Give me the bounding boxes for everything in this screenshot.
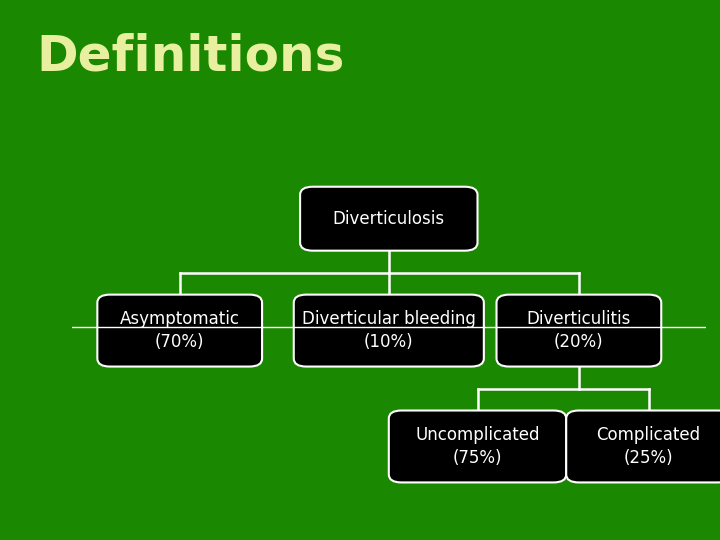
Text: (10%): (10%) — [364, 333, 413, 351]
Text: Diverticular bleeding: Diverticular bleeding — [302, 310, 476, 328]
FancyBboxPatch shape — [300, 187, 477, 251]
Text: Diverticulosis: Diverticulosis — [333, 210, 445, 228]
Text: Complicated: Complicated — [596, 426, 701, 444]
FancyBboxPatch shape — [497, 295, 661, 367]
Text: (75%): (75%) — [453, 449, 503, 467]
FancyBboxPatch shape — [389, 410, 566, 482]
FancyBboxPatch shape — [97, 295, 262, 367]
Text: Definitions: Definitions — [36, 32, 344, 80]
Text: (70%): (70%) — [155, 333, 204, 351]
Text: (20%): (20%) — [554, 333, 603, 351]
Text: (25%): (25%) — [624, 449, 673, 467]
Text: Uncomplicated: Uncomplicated — [415, 426, 540, 444]
Text: Asymptomatic: Asymptomatic — [120, 310, 240, 328]
FancyBboxPatch shape — [294, 295, 484, 367]
Text: Diverticulitis: Diverticulitis — [527, 310, 631, 328]
FancyBboxPatch shape — [566, 410, 720, 482]
